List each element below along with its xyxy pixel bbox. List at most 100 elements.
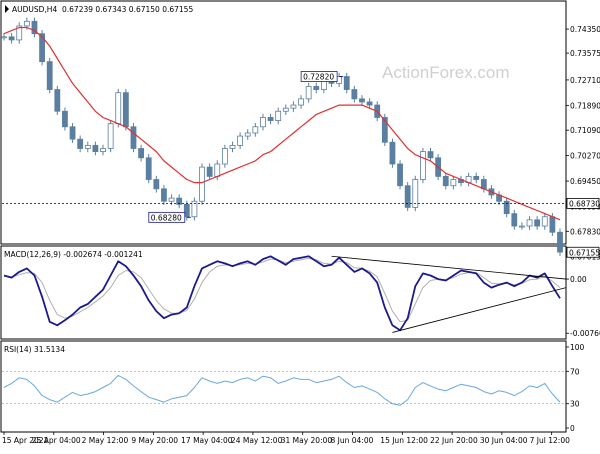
price-candle [541, 216, 548, 227]
price-candle [549, 216, 556, 233]
price-candle [557, 231, 563, 253]
price-plot: 0.72820 0.68280 [1, 17, 566, 256]
time-axis-label: 15 Apr 2022 [2, 436, 49, 445]
price-candle [412, 179, 419, 208]
price-candle [199, 166, 205, 202]
price-axis-tick-label: 0.69450 [570, 177, 600, 186]
price-candle [252, 126, 259, 134]
price-candle [221, 148, 228, 165]
time-axis-label: 25 Apr 04:00 [32, 436, 81, 445]
price-axis-tick-label: 0.71890 [570, 101, 600, 110]
price-candle [260, 117, 266, 128]
price-candle [31, 20, 38, 35]
macd-trendline [331, 255, 567, 280]
price-axis-tick-label: 0.72710 [570, 76, 600, 85]
time-axis-label: 7 Jul 12:00 [530, 436, 570, 445]
macd-line [3, 255, 561, 332]
symbol-label: AUDUSD,H4 [12, 5, 57, 14]
price-annotation: 0.68280 [148, 211, 191, 223]
time-axis-label: 2 May 12:00 [82, 436, 129, 445]
price-candle [77, 138, 84, 149]
price-candle [100, 148, 106, 152]
price-candle [275, 110, 282, 121]
price-candle [145, 157, 152, 180]
time-axis-label: 24 May 12:00 [231, 436, 283, 445]
price-candle [183, 203, 190, 218]
price-axis-tick-label: 0.71090 [570, 126, 600, 135]
macd-trendline [392, 287, 567, 333]
rsi-panel-frame [0, 340, 567, 433]
axis-price-label: 0.68730 [569, 199, 600, 208]
price-candle [427, 151, 434, 159]
price-candle [389, 141, 396, 165]
time-axis-label: 15 Jun 12:00 [380, 436, 428, 445]
axis-price-label: 0.67155 [569, 248, 600, 257]
price-axis-tick-label: 0.70270 [570, 152, 600, 161]
price-candle [442, 176, 449, 187]
price-candle [298, 98, 304, 106]
price-candle [23, 20, 30, 27]
price-candle [176, 197, 183, 205]
price-candle [153, 179, 160, 190]
price-candle [282, 107, 289, 112]
macd-panel-frame [0, 245, 567, 340]
annotation-box [300, 71, 338, 82]
ohlc-values: 0.67239 0.67343 0.67150 0.67155 [62, 5, 193, 14]
moving-average-line [3, 26, 561, 221]
price-candle [526, 219, 533, 227]
macd-axis-tick-label: 0.00 [570, 275, 587, 284]
price-candle [511, 213, 518, 227]
axes: 0.74350 0.73575 0.72710 0.71890 0.71090 0.702… [2, 25, 600, 445]
rsi-axis-tick-label: 30 [570, 400, 580, 409]
price-candle [480, 179, 487, 190]
price-header: AUDUSD,H4 0.67239 0.67343 0.67150 0.6715… [5, 5, 193, 14]
price-candle [351, 89, 358, 100]
rsi-axis-tick-label: 70 [570, 367, 580, 376]
macd-axis-tick-label: -0.007608 [570, 329, 600, 338]
rsi-header: RSI(14) 31.5134 [4, 345, 65, 354]
price-axis-tick-label: 0.67830 [570, 227, 600, 236]
price-candle [237, 135, 244, 146]
price-candle [397, 163, 403, 187]
price-annotation: 0.72820 [300, 71, 344, 82]
price-panel-frame [0, 0, 567, 245]
time-axis-label: 30 Jun 04:00 [480, 436, 528, 445]
watermark: ActionForex.com [382, 63, 510, 82]
price-candle [503, 200, 510, 215]
time-axis-label: 31 May 20:00 [281, 436, 333, 445]
time-axis-label: 22 Jun 20:00 [430, 436, 478, 445]
price-candle [92, 144, 99, 152]
rsi-line [3, 374, 561, 406]
price-candle [404, 185, 411, 208]
price-candle [343, 76, 350, 90]
annotation-label: 0.68280 [151, 213, 182, 222]
macd-signal-line [3, 257, 561, 323]
axis-price-box [566, 197, 600, 209]
macd-header: MACD(12,26,9) -0.002674 -0.001241 [4, 250, 143, 259]
macd-plot [3, 255, 567, 333]
price-candle [366, 101, 373, 106]
triangle-icon [5, 5, 9, 13]
price-candle [138, 148, 144, 159]
price-candle [1, 36, 7, 39]
price-candle [420, 151, 426, 180]
price-candle [62, 110, 68, 128]
price-candle [8, 36, 15, 41]
price-candle [450, 179, 457, 187]
price-candle [381, 117, 388, 143]
price-axis-tick-label: 0.73575 [570, 49, 600, 58]
price-candle [313, 86, 320, 90]
rsi-axis-tick-label: 100 [570, 343, 585, 352]
price-candle [16, 25, 23, 41]
time-axis-label: 9 May 20:00 [131, 436, 178, 445]
rsi-plot [2, 370, 566, 406]
price-candle [191, 200, 198, 218]
axis-price-box [566, 246, 600, 258]
price-candle [107, 123, 114, 149]
price-candle [206, 166, 213, 177]
price-candle [54, 89, 61, 112]
price-candle [534, 219, 541, 227]
price-candle [214, 163, 221, 177]
